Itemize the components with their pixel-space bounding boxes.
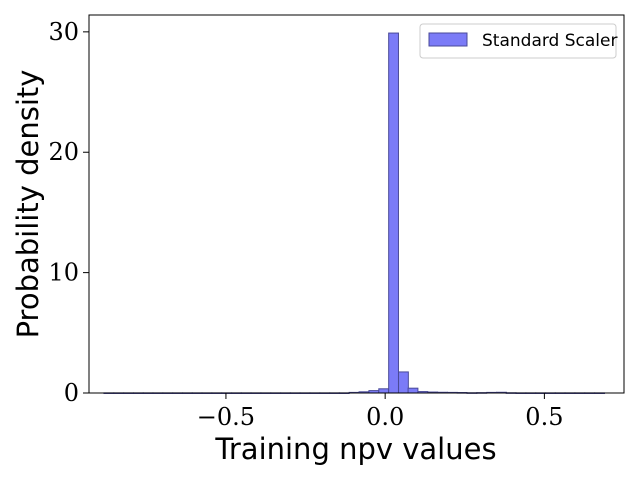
legend-label: Standard Scaler bbox=[482, 31, 617, 51]
legend: Standard Scaler bbox=[419, 23, 617, 59]
histogram-bar bbox=[407, 387, 419, 394]
y-axis-label: Probability density bbox=[11, 70, 45, 339]
x-axis-ticks: −0.5 0.0 0.5 bbox=[197, 393, 563, 431]
y-axis-ticks: 0 10 20 30 bbox=[48, 18, 89, 407]
histogram-bar bbox=[378, 388, 390, 394]
axes-frame bbox=[88, 14, 625, 394]
y-tick-label: 30 bbox=[48, 18, 79, 46]
histogram-bar bbox=[398, 371, 409, 394]
y-tick-label: 0 bbox=[64, 379, 79, 407]
legend-swatch bbox=[428, 32, 468, 47]
histogram-bars bbox=[103, 32, 606, 394]
x-tick-label: 0.5 bbox=[525, 403, 563, 431]
legend-frame bbox=[419, 23, 617, 59]
y-tick-label: 10 bbox=[48, 259, 79, 287]
y-tick-label: 20 bbox=[48, 138, 79, 166]
x-tick-label: 0.0 bbox=[366, 403, 404, 431]
x-axis-label: Training npv values bbox=[214, 432, 496, 466]
histogram-bar bbox=[388, 32, 399, 394]
x-tick-label: −0.5 bbox=[197, 403, 255, 431]
